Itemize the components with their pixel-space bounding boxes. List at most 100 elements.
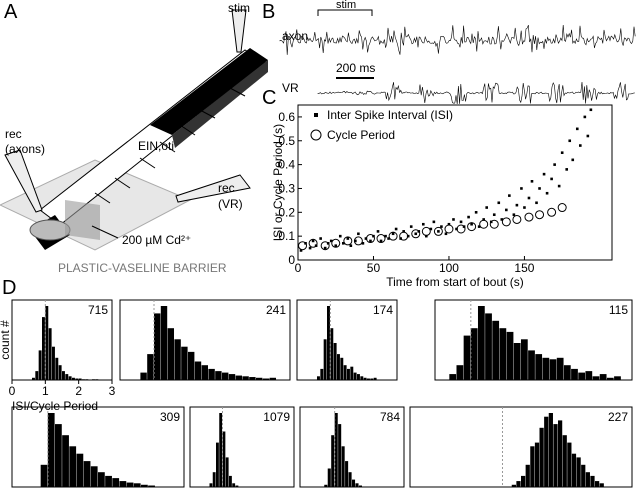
bar [528, 350, 535, 380]
bar [52, 346, 55, 380]
bar [614, 376, 621, 380]
bar [499, 328, 507, 380]
plot-frame [409, 406, 633, 488]
point [474, 211, 478, 214]
bar [525, 464, 530, 487]
point [343, 236, 353, 246]
bar [513, 343, 521, 380]
point [365, 234, 375, 244]
bar [55, 424, 62, 487]
point [349, 244, 353, 247]
point [308, 238, 318, 248]
bar [606, 377, 614, 380]
bar [225, 457, 229, 487]
y-tick-label: 0.5 [278, 134, 295, 148]
label: (axons) [5, 142, 45, 156]
bar [48, 328, 52, 380]
point [299, 249, 303, 252]
point [492, 213, 496, 216]
bar [556, 357, 564, 380]
bar [219, 413, 223, 487]
bar [521, 475, 526, 487]
bar [585, 472, 590, 487]
root [229, 87, 246, 97]
bar [235, 375, 242, 380]
legend-label: Cycle Period [327, 128, 395, 142]
bar [174, 339, 181, 380]
point [334, 244, 338, 247]
preparation-diagram [0, 9, 268, 251]
y-axis-label: count # [0, 320, 12, 360]
bar [520, 339, 528, 380]
bar [485, 313, 492, 380]
y-axis-label: ISI or Cycle Period (s) [271, 124, 285, 241]
point [501, 217, 511, 227]
point [535, 210, 545, 220]
bar [323, 339, 327, 380]
point [388, 231, 398, 241]
bar [562, 435, 567, 487]
bar [42, 317, 45, 380]
bar [68, 376, 72, 380]
x-tick-label: 0 [9, 384, 16, 398]
x-tick-label: 150 [514, 261, 534, 275]
point [586, 134, 590, 138]
point [429, 227, 433, 231]
bar [90, 466, 98, 487]
bar [154, 313, 161, 380]
bar [530, 446, 535, 487]
bar [82, 379, 85, 380]
bar [331, 435, 335, 487]
bar [345, 461, 349, 487]
point [470, 222, 473, 226]
bar [256, 377, 263, 380]
point [553, 163, 556, 166]
bar [140, 372, 147, 380]
bar [590, 475, 595, 487]
stim-bracket [317, 9, 373, 16]
point [421, 226, 431, 236]
root [114, 177, 131, 189]
legend-label: Inter Spike Interval (ISI) [327, 108, 453, 122]
point [452, 218, 455, 221]
point [440, 225, 443, 228]
bar [69, 446, 77, 487]
bar [55, 357, 59, 380]
label: 200 ms [336, 61, 375, 75]
root [179, 124, 196, 136]
point [535, 201, 538, 205]
label: 200 µM Cd²⁺ [122, 233, 191, 247]
label: (VR) [218, 197, 243, 211]
point [432, 220, 436, 224]
bar [269, 377, 276, 380]
point [524, 212, 534, 222]
point [477, 225, 481, 228]
bar [62, 435, 69, 487]
point [406, 234, 410, 238]
point [369, 239, 372, 243]
bar [358, 485, 362, 487]
label: rec [5, 127, 22, 141]
point [364, 237, 368, 240]
bar [208, 368, 215, 380]
sample-count: 715 [88, 303, 108, 317]
legend-marker [310, 129, 322, 141]
label: stim [336, 0, 356, 11]
bar [95, 379, 99, 380]
bar [330, 328, 334, 380]
bar [317, 376, 320, 380]
panel-letter: B [262, 1, 275, 23]
bar [337, 354, 340, 380]
y-tick-label: 0.1 [278, 229, 295, 243]
bar [327, 468, 331, 487]
panel-letter: C [262, 87, 276, 109]
bar [341, 446, 345, 487]
point [497, 201, 501, 205]
bar [334, 413, 338, 487]
bar [367, 378, 370, 380]
point [379, 239, 383, 243]
bar [592, 376, 600, 380]
bar [363, 377, 367, 380]
sample-count: 227 [608, 410, 628, 424]
point [550, 177, 553, 181]
